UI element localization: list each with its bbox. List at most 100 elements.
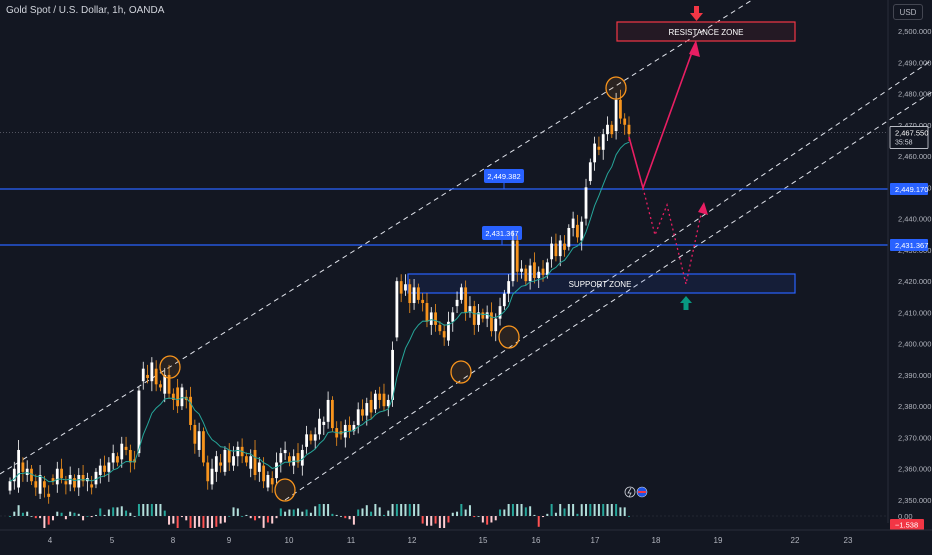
candle-body — [588, 162, 592, 182]
candle-body — [288, 456, 291, 463]
osc-histogram-bar — [387, 510, 390, 516]
candle-body — [520, 268, 523, 272]
osc-histogram-bar — [610, 504, 613, 516]
candle-body — [154, 368, 158, 385]
osc-histogram-bar — [254, 516, 257, 521]
candle-body — [494, 318, 498, 332]
osc-histogram-bar — [503, 509, 506, 516]
candle-body — [38, 474, 42, 494]
candle-body — [90, 484, 94, 488]
candle-body — [34, 481, 38, 488]
candle-body — [103, 465, 106, 472]
osc-histogram-bar — [456, 511, 459, 516]
osc-histogram-bar — [589, 504, 592, 516]
osc-histogram-bar — [51, 516, 54, 521]
candle-body — [459, 287, 463, 300]
candle-body — [623, 118, 627, 125]
resistance-zone-box[interactable] — [616, 21, 796, 42]
osc-histogram-bar — [198, 516, 201, 527]
osc-histogram-bar — [219, 516, 222, 524]
down-arrow-icon — [690, 13, 703, 21]
osc-histogram-bar — [77, 513, 80, 516]
osc-histogram-bar — [43, 516, 46, 528]
candle-body — [167, 374, 171, 394]
osc-histogram-bar — [292, 509, 295, 516]
channel-line[interactable] — [0, 0, 753, 475]
osc-histogram-bar — [236, 508, 239, 516]
osc-histogram-bar — [357, 509, 360, 516]
osc-histogram-bar — [133, 516, 136, 517]
osc-histogram-bar — [348, 516, 351, 520]
price-tick-label: 2,480.000 — [898, 90, 931, 99]
osc-histogram-bar — [314, 506, 317, 516]
candle-body — [98, 465, 102, 475]
osc-histogram-bar — [451, 512, 454, 516]
osc-histogram-bar — [490, 516, 493, 523]
candle-body — [421, 299, 425, 304]
swing-point-circle[interactable] — [274, 478, 296, 502]
candle-body — [412, 287, 416, 304]
osc-histogram-bar — [593, 504, 596, 516]
support-zone-box[interactable] — [407, 273, 796, 294]
candle-body — [94, 471, 98, 485]
lightning-icon — [627, 487, 632, 498]
osc-histogram-bar — [559, 504, 562, 516]
swing-point-circle[interactable] — [450, 360, 472, 384]
candle-body — [408, 284, 412, 304]
osc-histogram-bar — [537, 516, 540, 527]
candle-body — [141, 368, 145, 382]
time-tick-label: 10 — [285, 536, 294, 545]
arrow-head-icon — [698, 202, 708, 215]
candle-body — [270, 478, 274, 485]
projection-path-alternate[interactable] — [642, 187, 704, 285]
swing-point-circle[interactable] — [498, 325, 520, 349]
current-price-label: 2,467.550 — [895, 128, 928, 137]
osc-histogram-bar — [297, 508, 300, 516]
candle-body — [597, 146, 601, 150]
osc-histogram-bar — [511, 504, 514, 516]
osc-histogram-bar — [301, 511, 304, 516]
lightning-icon[interactable] — [624, 486, 636, 498]
level-tag — [484, 169, 524, 183]
osc-histogram-bar — [309, 512, 312, 516]
swing-point-circle[interactable] — [159, 355, 181, 379]
candle-body — [322, 421, 326, 425]
osc-histogram-bar — [258, 516, 261, 519]
candle-body — [395, 281, 399, 338]
swing-point-circle[interactable] — [605, 76, 627, 100]
osc-histogram-bar — [9, 516, 11, 517]
price-tick-label: 2,400.000 — [898, 340, 931, 349]
osc-histogram-bar — [546, 513, 549, 516]
candle-body — [214, 456, 218, 472]
osc-histogram-bar — [94, 514, 97, 516]
currency-button[interactable]: USD — [893, 4, 923, 20]
candle-body — [606, 124, 609, 135]
time-tick-label: 23 — [844, 536, 853, 545]
osc-histogram-bar — [163, 510, 166, 516]
osc-histogram-bar — [585, 504, 588, 516]
osc-histogram-bar — [34, 516, 37, 519]
candle-body — [77, 474, 81, 488]
osc-histogram-bar — [64, 516, 67, 520]
osc-histogram-bar — [567, 504, 570, 516]
channel-line[interactable] — [284, 59, 932, 501]
up-arrow-icon — [683, 303, 689, 310]
osc-histogram-bar — [554, 512, 557, 516]
channel-line[interactable] — [399, 91, 932, 441]
candle-body — [21, 462, 25, 472]
candle-body — [404, 284, 407, 291]
price-tick-label: 2,380.000 — [898, 402, 931, 411]
osc-histogram-bar — [408, 504, 411, 516]
osc-value-label: −1.538 — [895, 521, 918, 530]
osc-histogram-bar — [103, 514, 106, 516]
candle-body — [369, 399, 373, 413]
osc-histogram-bar — [73, 512, 76, 516]
osc-histogram-bar — [137, 504, 140, 516]
candle-body — [576, 224, 579, 238]
candle-body — [507, 281, 511, 294]
osc-histogram-bar — [21, 512, 24, 516]
osc-histogram-bar — [499, 509, 502, 516]
price-tick-label: 2,470.000 — [898, 121, 931, 130]
